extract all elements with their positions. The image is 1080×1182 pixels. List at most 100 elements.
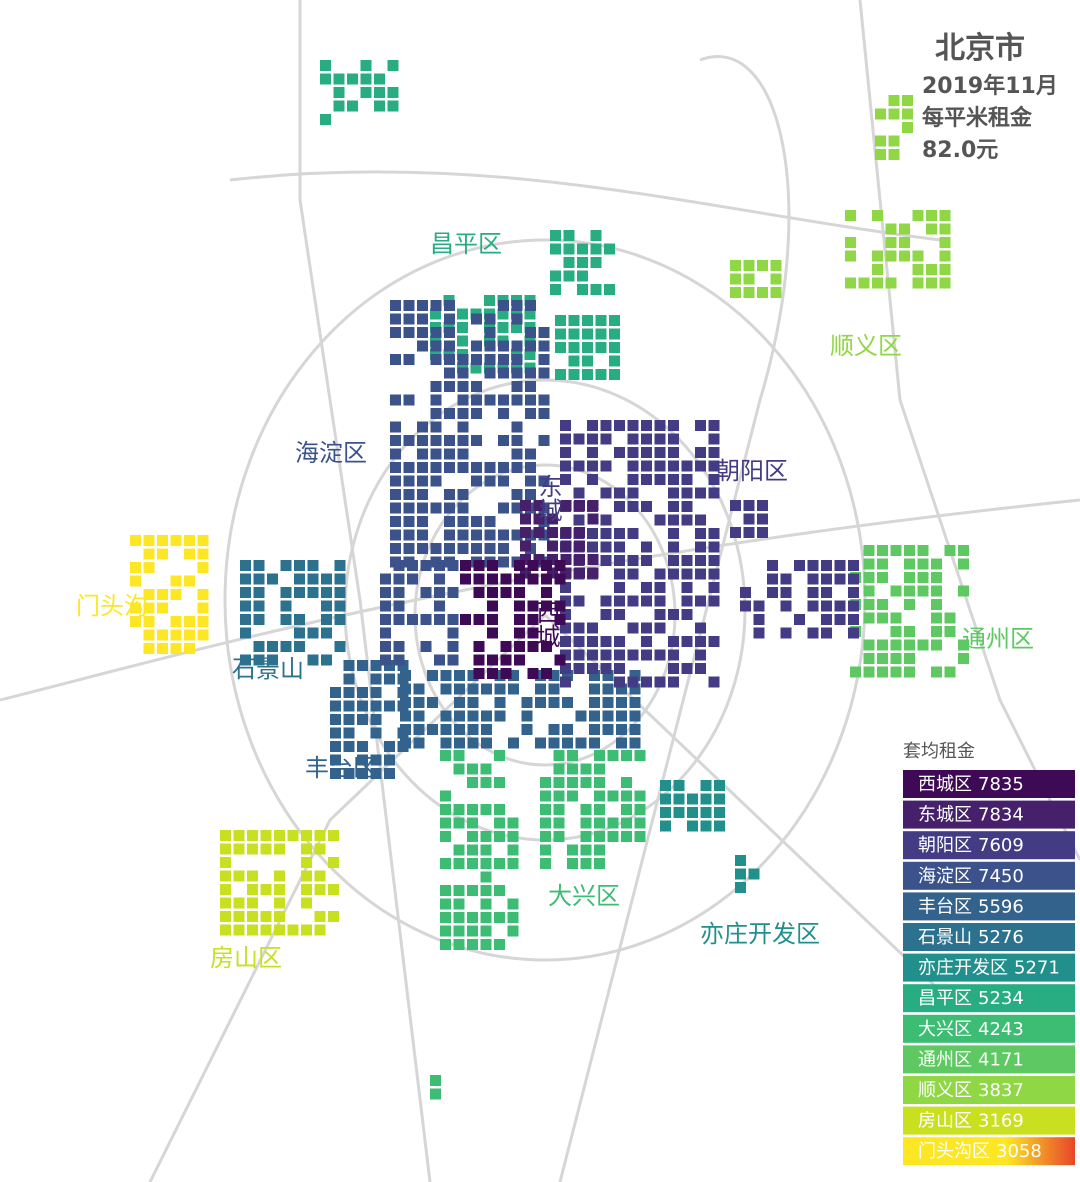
cell (130, 575, 141, 587)
cell (440, 858, 451, 869)
cell (944, 612, 956, 624)
cell (600, 487, 612, 499)
cell (589, 737, 600, 749)
cell (430, 1075, 441, 1086)
cell (587, 460, 598, 472)
cell (554, 654, 566, 666)
cell (600, 420, 612, 431)
cell (673, 793, 685, 805)
cell (390, 435, 401, 446)
cell (430, 354, 442, 365)
cell (845, 277, 856, 289)
cell (454, 710, 465, 722)
cell (403, 354, 415, 365)
cell (563, 270, 575, 282)
cell (430, 340, 442, 352)
cell (430, 394, 442, 406)
cell (614, 447, 625, 458)
cell (393, 641, 405, 652)
cell (471, 408, 482, 419)
cell (498, 502, 509, 514)
cell (434, 587, 445, 598)
cell (233, 924, 245, 936)
cell (253, 573, 265, 585)
cell (524, 308, 536, 320)
cell (875, 135, 886, 147)
cell (480, 858, 492, 869)
cell (877, 545, 888, 556)
cell (668, 460, 679, 472)
cell (384, 754, 395, 766)
cell (641, 595, 652, 607)
cell (417, 421, 428, 433)
cell (417, 327, 428, 338)
cell (753, 600, 765, 612)
cell (757, 260, 768, 271)
cell (393, 600, 405, 612)
cell (877, 558, 888, 570)
cell (467, 710, 479, 722)
cell (939, 250, 951, 262)
cell (668, 487, 679, 499)
cell (260, 911, 272, 922)
cell (780, 573, 792, 585)
cell (407, 614, 418, 625)
cell (184, 535, 195, 546)
cell (540, 777, 551, 788)
cell (307, 573, 319, 585)
cell (457, 448, 469, 460)
legend-value: 7609 (978, 835, 1024, 856)
cell (641, 582, 652, 593)
cell (184, 629, 195, 641)
cell (821, 600, 832, 612)
cell (498, 556, 509, 568)
cell (480, 871, 492, 883)
cell (447, 641, 459, 652)
cell (587, 420, 598, 431)
cell (541, 641, 552, 652)
cell (440, 710, 452, 722)
cell (460, 560, 471, 571)
cell (587, 663, 598, 674)
cell (668, 649, 679, 661)
cell (301, 897, 312, 909)
cell (427, 724, 438, 735)
cell (440, 790, 451, 802)
cell (695, 514, 706, 526)
cell (614, 568, 625, 580)
cell (357, 687, 368, 698)
cell (573, 649, 585, 661)
cell (274, 884, 285, 895)
cell (573, 636, 585, 647)
cell (538, 435, 550, 446)
cell (357, 714, 368, 725)
cell (695, 649, 706, 661)
legend-value: 3058 (996, 1141, 1042, 1162)
cell (654, 474, 666, 485)
cell (498, 340, 509, 352)
cell (397, 687, 409, 698)
cell (740, 587, 751, 598)
cell (560, 500, 572, 511)
cell (253, 654, 265, 666)
cell (453, 898, 465, 910)
legend: 西城区 7835 东城区 7834 朝阳区 7609 海淀区 7450 丰台区 5596 石景山 52… (903, 770, 1075, 1166)
cell (457, 381, 469, 392)
cell (481, 724, 492, 735)
cell (157, 535, 168, 546)
cell (471, 381, 482, 392)
cell (553, 817, 565, 829)
cell (560, 554, 572, 565)
cell (681, 636, 693, 647)
cell (280, 600, 292, 612)
cell (457, 408, 469, 419)
cell (590, 257, 602, 268)
cell (393, 614, 405, 625)
cell (654, 568, 666, 580)
cell (481, 710, 492, 722)
cell (240, 614, 251, 625)
cell (390, 313, 401, 325)
cell (314, 911, 326, 922)
district-label: 通州区 (962, 625, 1034, 653)
cell (600, 460, 612, 472)
